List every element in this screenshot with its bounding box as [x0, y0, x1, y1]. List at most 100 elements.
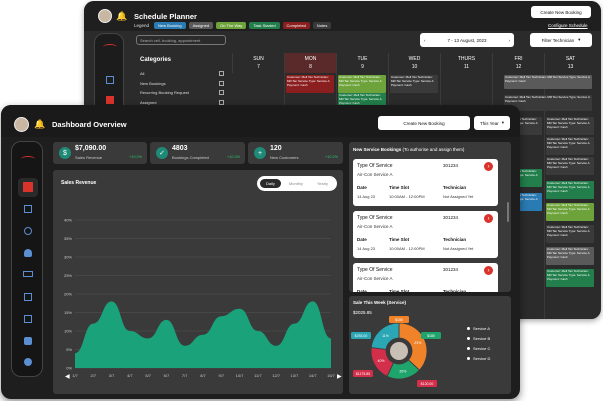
schedule-event[interactable]: Customer: Mell Tan Technician: Mill Tan … [546, 181, 594, 199]
chevron-left-icon[interactable]: ‹ [424, 37, 426, 43]
toggle-monthly[interactable]: Monthly [288, 181, 303, 186]
day-number: 12 [515, 64, 522, 70]
menu-icon[interactable] [103, 44, 117, 50]
schedule-event[interactable]: Customer: Mell Tan Technician: Mill Tan … [546, 137, 594, 155]
create-booking-button[interactable]: Create New Booking [378, 116, 470, 130]
grid-icon[interactable] [106, 76, 114, 84]
donut-callout: $180 [421, 332, 441, 339]
day-column-header[interactable]: MON 8 [284, 53, 336, 73]
search-input[interactable]: Search cell, booking, appointment [136, 35, 226, 45]
day-number: 7 [257, 64, 260, 70]
booking-card[interactable]: Type Of Service 301234 › Air-Con Service… [353, 159, 498, 206]
avatar[interactable] [14, 117, 29, 132]
bell-icon[interactable]: 🔔 [34, 119, 46, 129]
arrow-right-icon[interactable]: › [484, 266, 493, 275]
day-column-header[interactable]: FRI 12 [492, 53, 544, 73]
category-item[interactable]: All [140, 69, 224, 79]
y-tick-label: 25% [64, 273, 72, 278]
dashboard-window: 🔔 Dashboard Overview Create New Booking … [1, 105, 520, 399]
grid-icon[interactable] [24, 205, 32, 213]
day-column-header[interactable]: THURS 11 [440, 53, 492, 73]
avatar[interactable] [98, 9, 112, 23]
svg-text:$150: $150 [395, 318, 403, 322]
date-range-picker[interactable]: ‹ 7 - 13 August, 2023 › [420, 33, 514, 47]
category-item[interactable]: New Bookings [140, 79, 224, 89]
day-name: THURS [457, 56, 476, 62]
toggle-daily[interactable]: Daily [260, 179, 281, 188]
checkbox[interactable] [219, 99, 224, 105]
sidebar-item-dashboard[interactable] [18, 178, 38, 197]
check-icon: ✓ [156, 147, 168, 159]
category-item[interactable]: Recurring Booking Request [140, 88, 224, 98]
legend-label: Service A [473, 326, 490, 331]
filter-technician-select[interactable]: Filter Technician ▾ [530, 33, 592, 47]
dashboard-icon [23, 182, 33, 192]
configure-schedule-link[interactable]: Configure Schedule [548, 23, 588, 28]
card-icon[interactable] [23, 271, 33, 277]
settings-icon[interactable] [24, 358, 32, 366]
legend-dot [467, 327, 470, 330]
x-tick-label: 12/7 [272, 373, 281, 378]
schedule-event[interactable]: Customer: Mell Tan Technician: Mill Tan … [504, 95, 592, 111]
service-name: Air-Con Service A [357, 172, 393, 177]
service-type: Type Of Service [357, 267, 393, 273]
arrow-right-icon[interactable]: › [484, 162, 493, 171]
toggle-yearly[interactable]: Yearly [316, 181, 328, 186]
kpi-card-customers[interactable]: + 120 New Customers +10.2% [248, 142, 343, 164]
schedule-event[interactable]: Customer: Mell Tan Technician: Mill Tan … [286, 75, 334, 93]
booking-card[interactable]: Type Of Service 301234 › Air-Con Service… [353, 263, 498, 292]
day-column-header[interactable]: TUE 9 [336, 53, 388, 73]
x-tick-label: 11/7 [254, 373, 262, 378]
user-icon[interactable] [24, 249, 32, 257]
category-item[interactable]: Assigned [140, 98, 224, 108]
legend-label: Service B [473, 336, 491, 341]
day-column-header[interactable]: SAT 13 [544, 53, 596, 73]
users-icon[interactable] [24, 227, 32, 235]
donut-center [390, 342, 408, 360]
y-tick-label: 35% [64, 236, 72, 241]
period-label: This Year [479, 120, 499, 126]
document-icon[interactable] [24, 315, 32, 323]
schedule-event[interactable]: Customer: Mell Tan Technician: Mill Tan … [546, 117, 594, 135]
x-tick-label: 15/7 [327, 373, 336, 378]
arrow-right-icon[interactable]: › [484, 214, 493, 223]
status-chip-started: Task Started [249, 22, 280, 29]
schedule-event[interactable]: Customer: Mell Tan Technician: Mill Tan … [338, 75, 386, 93]
svg-text:$1175.85: $1175.85 [356, 372, 370, 376]
y-tick-label: 10% [64, 329, 72, 334]
status-chip-new: New Booking [154, 22, 186, 29]
schedule-event[interactable]: Customer: Mell Tan Technician: Mill Tan … [546, 247, 594, 265]
chevron-right-icon[interactable]: › [508, 37, 511, 43]
image-icon[interactable] [24, 293, 32, 301]
bell-icon[interactable]: 🔔 [116, 11, 128, 21]
checkbox[interactable] [219, 71, 224, 77]
checkbox[interactable] [219, 80, 224, 86]
day-column-header[interactable]: WED 10 [388, 53, 440, 73]
day-column-header[interactable]: SUN 7 [232, 53, 284, 73]
create-booking-button[interactable]: Create New Booking [531, 6, 591, 18]
period-select[interactable]: This Year ▾ [474, 116, 510, 130]
checkbox[interactable] [219, 90, 224, 96]
schedule-event[interactable]: Customer: Mell Tan Technician: Mill Tan … [546, 269, 594, 287]
sale-week-title: Sale This Week (Service) [353, 300, 406, 305]
kpi-card-bookings[interactable]: ✓ 4803 Bookings Completed +10.2% [150, 142, 245, 164]
scrollbar[interactable] [507, 202, 509, 222]
donut-callout: $150 [389, 316, 409, 323]
schedule-event[interactable]: Customer: Mell Tan Technician: Mill Tan … [390, 75, 438, 93]
tech-value: Not Assigned Yet [443, 194, 474, 199]
menu-icon[interactable] [21, 156, 35, 162]
booking-card[interactable]: Type Of Service 301234 › Air-Con Service… [353, 211, 498, 258]
kpi-label: Bookings Completed [172, 155, 209, 160]
kpi-value: 4803 [172, 145, 188, 152]
day-number: 13 [567, 64, 574, 70]
donut-slice-label: 40% [378, 359, 385, 363]
chat-icon[interactable] [24, 337, 32, 345]
kpi-card-sales[interactable]: $ $7,090.00 Sales Revenue +10.2% [53, 142, 147, 164]
schedule-event[interactable]: Customer: Mell Tan Technician: Mill Tan … [546, 225, 594, 243]
schedule-event[interactable]: Customer: Mell Tan Technician: Mill Tan … [546, 157, 594, 175]
calendar-icon[interactable] [106, 96, 114, 104]
day-number: 8 [309, 64, 312, 70]
schedule-event[interactable]: Customer: Mell Tan Technician: Mill Tan … [504, 75, 592, 89]
day-name: SUN [253, 56, 264, 62]
schedule-event[interactable]: Customer: Mell Tan Technician: Mill Tan … [546, 203, 594, 221]
